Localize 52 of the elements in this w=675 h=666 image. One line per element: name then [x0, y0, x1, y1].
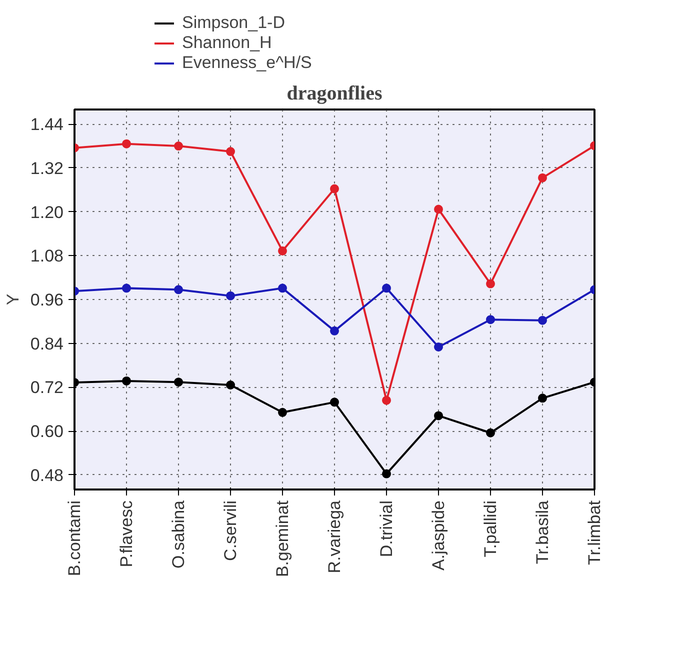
point: [278, 284, 287, 293]
point: [382, 284, 391, 293]
point: [330, 326, 339, 336]
y-tick-label: 1.44: [30, 115, 64, 134]
y-tick-label: 1.32: [30, 158, 64, 178]
point: [486, 315, 495, 324]
y-tick-label: 0.48: [30, 466, 64, 485]
x-tick-label: Tr.basila: [533, 500, 552, 564]
point: [538, 394, 547, 403]
y-tick-label: 1.08: [30, 246, 64, 266]
point: [174, 142, 183, 151]
point: [486, 428, 495, 438]
x-tick-label: C.servili: [221, 500, 240, 561]
y-tick-label: 1.20: [30, 202, 64, 222]
point: [330, 184, 339, 194]
point: [278, 408, 287, 417]
point: [382, 469, 391, 478]
chart-title: dragonflies: [286, 82, 382, 104]
point: [122, 284, 131, 293]
legend-label: Shannon_H: [182, 33, 272, 53]
x-tick-label: A.jaspide: [429, 500, 448, 570]
point: [538, 316, 547, 325]
y-tick-label: 0.60: [30, 422, 64, 442]
x-tick-label: B.geminat: [273, 500, 292, 578]
x-tick-label: B.contami: [65, 500, 84, 576]
point: [486, 279, 495, 288]
legend-label: Evenness_e^H/S: [182, 53, 312, 73]
point: [174, 285, 183, 294]
y-tick-label: 0.72: [30, 378, 64, 398]
point: [278, 246, 287, 256]
point: [330, 398, 339, 407]
point: [122, 376, 131, 386]
point: [226, 147, 235, 156]
x-tick-label: T.pallidi: [481, 500, 500, 558]
y-tick-label: 0.96: [30, 290, 64, 310]
x-tick-label: P.flavesc: [117, 500, 136, 568]
point: [382, 396, 391, 405]
y-axis-title: Y: [3, 294, 22, 306]
x-tick-label: Tr.limbat: [585, 500, 604, 566]
y-tick-label: 0.84: [30, 334, 64, 354]
point: [434, 342, 443, 352]
point: [122, 139, 131, 148]
point: [538, 173, 547, 182]
x-tick-label: O.sabina: [169, 500, 188, 569]
point: [226, 291, 235, 300]
point: [174, 378, 183, 387]
legend-label: Simpson_1-D: [182, 13, 285, 33]
x-tick-label: R.variega: [325, 500, 344, 574]
point: [226, 380, 235, 390]
x-tick-label: D.trivial: [377, 500, 396, 558]
point: [434, 204, 443, 214]
point: [434, 411, 443, 420]
